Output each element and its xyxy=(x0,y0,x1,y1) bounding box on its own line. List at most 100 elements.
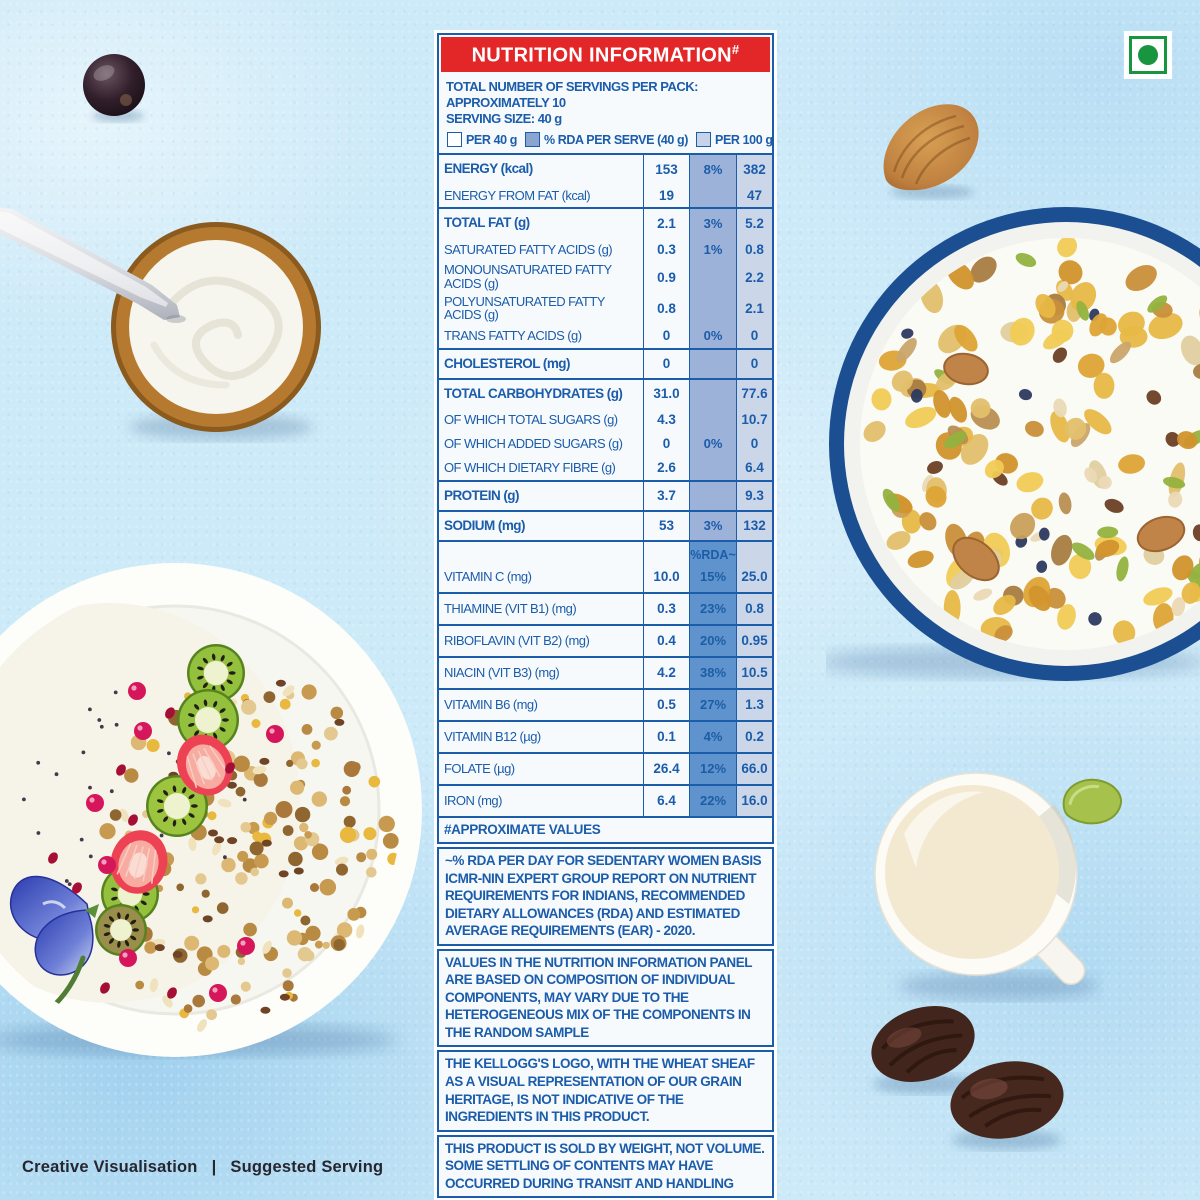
value-per-40g: 0.5 xyxy=(643,689,689,720)
value-rda-per-serve xyxy=(689,455,736,480)
value-per-40g: 2.6 xyxy=(643,455,689,480)
value-per-40g: 0.3 xyxy=(643,593,689,624)
title-footnote-symbol: # xyxy=(731,42,740,57)
footer-disclaimer: Creative Visualisation | Suggested Servi… xyxy=(22,1158,383,1177)
value-rda-per-serve xyxy=(689,261,736,293)
value-per-100g: 16.0 xyxy=(736,785,772,816)
nutrition-row: %RDA~ xyxy=(439,539,772,562)
nutrition-row: OF WHICH DIETARY FIBRE (g) 2.6 6.4 xyxy=(439,455,772,480)
servings-per-pack-line: TOTAL NUMBER OF SERVINGS PER PACK: APPRO… xyxy=(446,78,698,110)
serving-size-line: SERVING SIZE: 40 g xyxy=(446,111,562,127)
value-per-100g: 25.0 xyxy=(736,561,772,592)
value-per-40g xyxy=(643,541,689,562)
nutrition-row: THIAMINE (VIT B1) (mg) 0.3 23% 0.8 xyxy=(439,591,772,624)
note-sold-by-weight: THIS PRODUCT IS SOLD BY WEIGHT, NOT VOLU… xyxy=(437,1134,774,1199)
value-per-40g: 6.4 xyxy=(643,785,689,816)
value-per-100g: 9.3 xyxy=(736,481,772,510)
nutrient-label: VITAMIN B12 (µg) xyxy=(444,729,541,745)
value-per-40g: 10.0 xyxy=(643,561,689,592)
value-rda-per-serve xyxy=(689,481,736,510)
legend-swatch-rda xyxy=(525,132,540,148)
value-per-100g: 5.2 xyxy=(736,209,772,238)
value-rda-per-serve: 0% xyxy=(689,431,736,456)
value-rda-per-serve xyxy=(689,379,736,408)
value-per-100g: 10.7 xyxy=(736,407,772,432)
breakfast-plate-image xyxy=(0,563,422,1057)
vegetarian-mark-border xyxy=(1129,36,1167,74)
value-per-40g: 0.4 xyxy=(643,625,689,656)
legend-label-per-40g: PER 40 g xyxy=(466,132,517,147)
pumpkin-seed-image xyxy=(1062,778,1122,825)
nutrient-label: THIAMINE (VIT B1) (mg) xyxy=(444,601,577,617)
nutrition-row: TRANS FATTY ACIDS (g) 0 0% 0 xyxy=(439,323,772,348)
nutrient-label: OF WHICH ADDED SUGARS (g) xyxy=(444,436,623,452)
legend-swatch-per-100g xyxy=(696,132,712,148)
nutrient-label: CHOLESTEROL (mg) xyxy=(444,355,571,371)
footer-right-text: Suggested Serving xyxy=(230,1158,384,1176)
nutrition-row: SODIUM (mg) 53 3% 132 xyxy=(439,509,772,540)
nutrition-row: OF WHICH ADDED SUGARS (g) 0 0% 0 xyxy=(439,431,772,456)
nutrition-row: SATURATED FATTY ACIDS (g) 0.3 1% 0.8 xyxy=(439,237,772,262)
value-per-100g: 2.1 xyxy=(736,292,772,324)
nutrition-panel: NUTRITION INFORMATION# TOTAL NUMBER OF S… xyxy=(434,30,777,1200)
footer-separator: | xyxy=(211,1158,217,1176)
value-per-100g: 0 xyxy=(736,431,772,456)
column-legend: PER 40 g % RDA PER SERVE (40 g) PER 100 … xyxy=(439,128,773,153)
value-rda-per-serve: 23% xyxy=(689,593,736,624)
value-per-100g: 0 xyxy=(736,323,772,348)
nutrition-row: TOTAL CARBOHYDRATES (g) 31.0 77.6 xyxy=(439,377,772,408)
value-per-100g: 10.5 xyxy=(736,657,772,688)
nutrition-row: PROTEIN (g) 3.7 9.3 xyxy=(439,479,772,510)
value-per-100g: 2.2 xyxy=(736,261,772,293)
value-per-40g: 0.3 xyxy=(643,237,689,262)
nutrient-label: MONOUNSATURATED FATTY ACIDS (g) xyxy=(444,262,612,292)
value-per-40g: 0.8 xyxy=(643,292,689,324)
nutrient-label: ENERGY (kcal) xyxy=(444,161,533,177)
value-per-40g: 53 xyxy=(643,511,689,540)
nutrient-label: TOTAL FAT (g) xyxy=(444,215,530,231)
value-per-100g: 77.6 xyxy=(736,379,772,408)
value-rda-per-serve xyxy=(689,349,736,378)
nutrition-row: POLYUNSATURATED FATTY ACIDS (g) 0.8 2.1 xyxy=(439,292,772,324)
value-per-100g: 0.2 xyxy=(736,721,772,752)
value-per-40g: 3.7 xyxy=(643,481,689,510)
value-per-100g: 66.0 xyxy=(736,753,772,784)
value-rda-per-serve: 22% xyxy=(689,785,736,816)
note-values-basis: VALUES IN THE NUTRITION INFORMATION PANE… xyxy=(437,948,774,1048)
value-rda-per-serve: 3% xyxy=(689,209,736,238)
nutrition-row: NIACIN (VIT B3) (mg) 4.2 38% 10.5 xyxy=(439,655,772,688)
note-rda-basis: ~% RDA PER DAY FOR SEDENTARY WOMEN BASIS… xyxy=(437,846,774,946)
nutrition-row: RIBOFLAVIN (VIT B2) (mg) 0.4 20% 0.95 xyxy=(439,623,772,656)
almond-image xyxy=(883,104,979,199)
note-kelloggs-logo: THE KELLOGG'S LOGO, WITH THE WHEAT SHEAF… xyxy=(437,1050,774,1132)
nutrient-label: SATURATED FATTY ACIDS (g) xyxy=(444,241,613,257)
nutrition-row: IRON (mg) 6.4 22% 16.0 xyxy=(439,783,772,816)
milk-jug-image xyxy=(874,772,1099,1000)
nutrient-label: NIACIN (VIT B3) (mg) xyxy=(444,665,560,681)
blackcurrant-berry-image xyxy=(83,54,145,122)
value-rda-per-serve: 3% xyxy=(689,511,736,540)
footer-left-text: Creative Visualisation xyxy=(22,1158,198,1176)
nutrition-row: VITAMIN B12 (µg) 0.1 4% 0.2 xyxy=(439,719,772,752)
value-rda-per-serve: 1% xyxy=(689,237,736,262)
value-rda-per-serve: 38% xyxy=(689,657,736,688)
value-per-40g: 0 xyxy=(643,431,689,456)
nutrition-row: OF WHICH TOTAL SUGARS (g) 4.3 10.7 xyxy=(439,407,772,432)
nutrient-label: OF WHICH DIETARY FIBRE (g) xyxy=(444,460,616,476)
value-rda-per-serve xyxy=(689,292,736,324)
value-per-40g: 0.1 xyxy=(643,721,689,752)
dates-image xyxy=(871,1006,1064,1150)
nutrient-label: TOTAL CARBOHYDRATES (g) xyxy=(444,385,623,401)
value-per-100g: 0.8 xyxy=(736,237,772,262)
nutrient-label: PROTEIN (g) xyxy=(444,487,520,503)
value-rda-per-serve: 8% xyxy=(689,155,736,184)
nutrition-row: FOLATE (µg) 26.4 12% 66.0 xyxy=(439,751,772,784)
muesli-bowl-image xyxy=(826,207,1200,681)
approximate-values-label: #APPROXIMATE VALUES xyxy=(444,822,601,838)
value-per-40g: 31.0 xyxy=(643,379,689,408)
nutrition-row: TOTAL FAT (g) 2.1 3% 5.2 xyxy=(439,207,772,238)
nutrient-label: VITAMIN B6 (mg) xyxy=(444,697,538,713)
value-rda-per-serve xyxy=(689,407,736,432)
value-rda-per-serve xyxy=(689,183,736,208)
